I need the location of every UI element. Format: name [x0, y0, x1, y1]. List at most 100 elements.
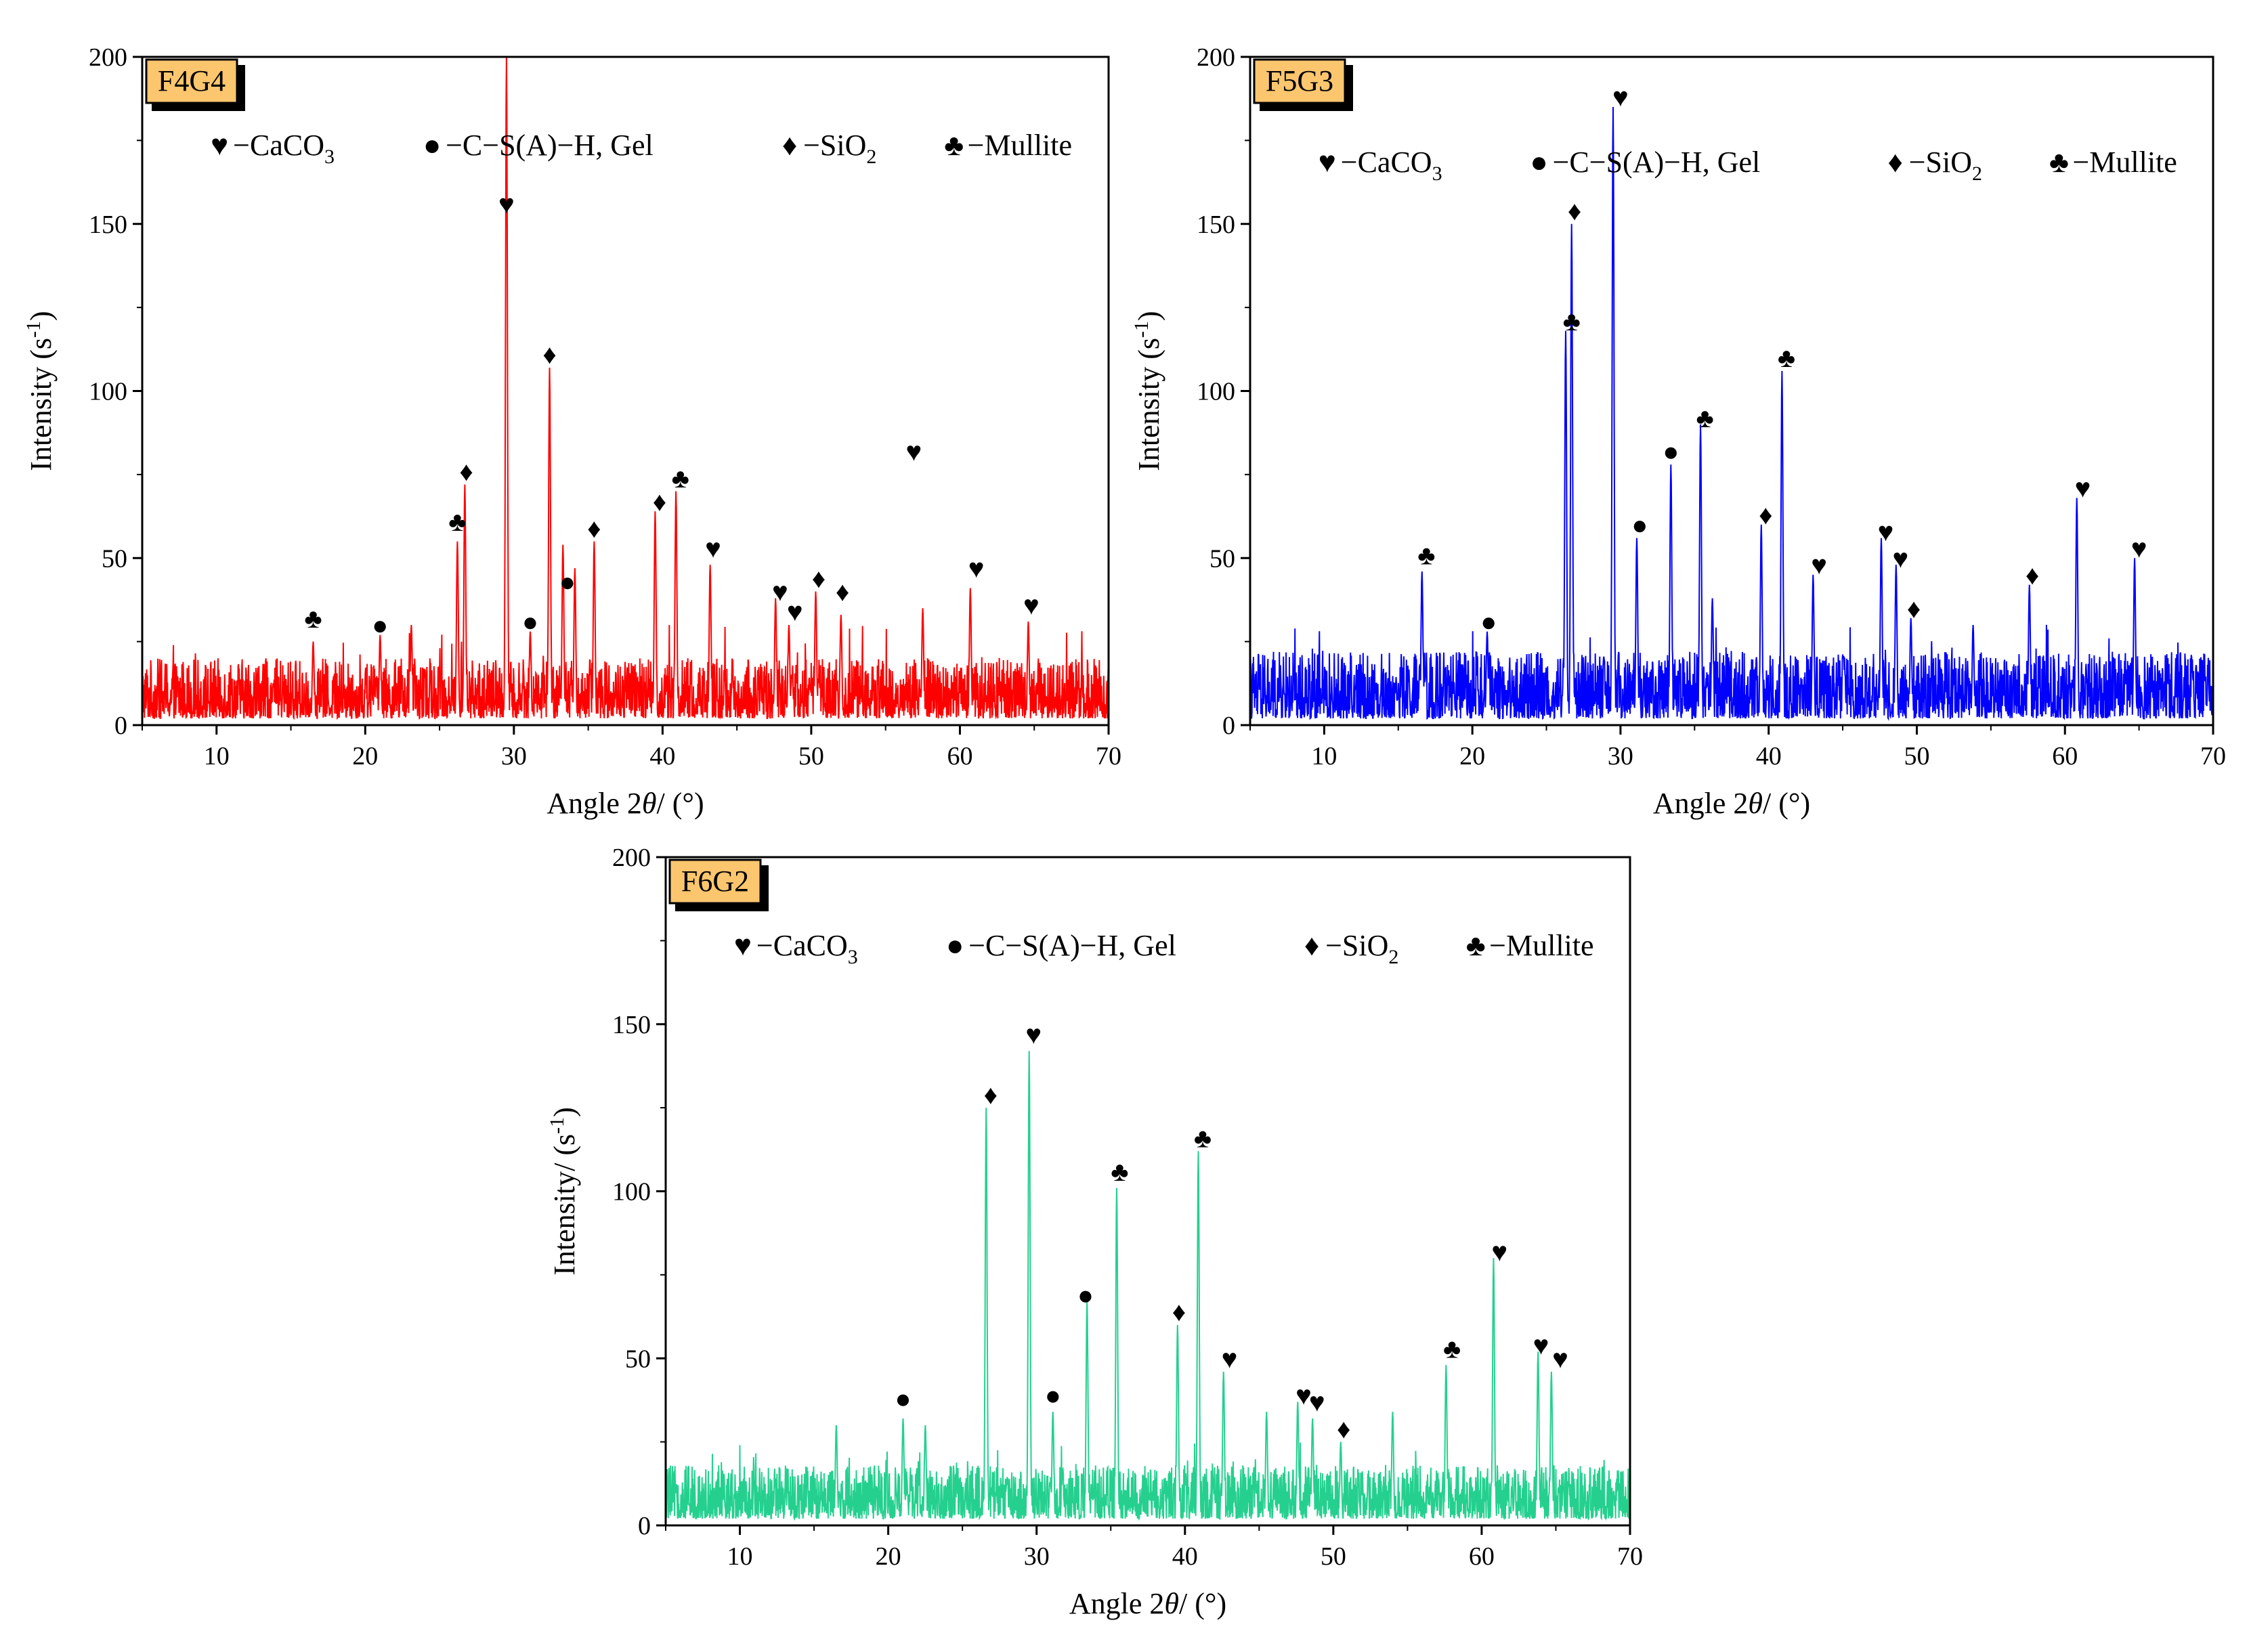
legend-label: −SiO2 [1909, 146, 1982, 185]
panel-tag-label: F6G2 [681, 865, 749, 898]
y-axis-title: Intensity (s-1) [22, 311, 58, 471]
peak-marker: ♥ [1612, 82, 1629, 112]
peak-marker: ♥ [906, 436, 922, 466]
diffraction-series-line [1250, 106, 2213, 721]
peak-marker: ♦ [1568, 196, 1581, 226]
y-axis-title-superscript: -1 [22, 321, 45, 338]
x-tick-label: 40 [1172, 1542, 1198, 1571]
x-tick-label: 30 [501, 742, 527, 770]
x-tick-label: 70 [1617, 1542, 1643, 1571]
peak-marker: ♣ [1696, 403, 1713, 433]
x-tick-label: 10 [1311, 742, 1337, 770]
x-tick-label: 40 [649, 742, 675, 770]
peak-marker: ♦ [812, 563, 826, 594]
y-tick-label: 200 [1197, 43, 1235, 72]
peak-marker: ♦ [542, 339, 556, 370]
peak-marker: ♦ [587, 513, 601, 544]
legend-entry: ♦ −SiO2 [1304, 929, 1399, 968]
peak-marker: ♣ [304, 603, 322, 634]
peak-marker: ♥ [2131, 533, 2147, 563]
x-axis-title: Angle 2θ/ (°) [547, 787, 704, 820]
legend-entry: ♣ −Mullite [2049, 146, 2177, 179]
legend-label: −Mullite [968, 129, 1072, 162]
peak-marker: ● [559, 567, 576, 597]
peak-marker: ♥ [1222, 1343, 1238, 1374]
x-axis-title-suffix: / (°) [1179, 1587, 1226, 1620]
legend-label-subscript: 3 [1432, 162, 1442, 185]
legend-symbol: ● [423, 129, 442, 162]
y-axis-title: Intensity/ (s-1) [546, 1107, 581, 1276]
legend-label: −CaCO3 [1341, 146, 1442, 185]
peak-marker: ♣ [1194, 1123, 1212, 1154]
x-tick-label: 60 [947, 742, 972, 770]
y-tick-label: 50 [1209, 544, 1235, 573]
peak-marker: ♥ [772, 577, 788, 607]
legend-symbol: ♦ [1304, 929, 1319, 962]
peak-marker: ● [1631, 510, 1648, 540]
peak-marker: ♦ [2026, 560, 2039, 590]
x-tick-label: 50 [1904, 742, 1929, 770]
y-tick-label: 150 [1197, 211, 1235, 239]
y-axis-title-close: ) [1132, 311, 1165, 321]
legend-label: −C−S(A)−H, Gel [446, 129, 654, 162]
peak-marker: ♥ [787, 596, 803, 627]
x-axis-title-theta: θ [642, 787, 657, 820]
legend-label: −SiO2 [803, 129, 876, 168]
legend-label-subscript: 3 [848, 946, 858, 968]
x-tick-label: 20 [876, 1542, 901, 1571]
x-tick-label: 60 [2052, 742, 2078, 770]
legend-entry: ● −C−S(A)−H, Gel [423, 129, 654, 162]
legend-label-subscript: 2 [1972, 162, 1982, 185]
chart-panel-f4g4: 10 20 30 40 50 60 70 0 50 100 150 200 Angle 2θ/ (°) I… [22, 43, 1121, 820]
y-axis-title-close: ) [548, 1107, 581, 1117]
peak-marker: ♥ [498, 189, 515, 219]
x-axis-title: Angle 2θ/ (°) [1653, 787, 1810, 820]
x-axis-title-theta: θ [1748, 787, 1763, 820]
peak-marker: ♣ [672, 463, 689, 494]
legend-label-subscript: 2 [866, 146, 876, 168]
peak-marker: ♥ [1491, 1236, 1507, 1267]
y-axis-title-superscript: -1 [546, 1117, 568, 1134]
legend-label: −CaCO3 [233, 129, 335, 168]
x-axis-title-prefix: Angle 2 [1069, 1587, 1165, 1620]
peak-marker: ♥ [1533, 1330, 1549, 1361]
legend-symbol: ♦ [1888, 146, 1903, 179]
x-axis-title-prefix: Angle 2 [547, 787, 642, 820]
peak-marker: ● [1480, 607, 1497, 637]
x-tick-label: 50 [798, 742, 824, 770]
legend-symbol: ♣ [2049, 146, 2069, 179]
legend-entry: ● −C−S(A)−H, Gel [946, 929, 1176, 962]
legend-symbol: ♥ [734, 929, 752, 962]
legend-entry: ♦ −SiO2 [782, 129, 877, 168]
y-tick-label: 100 [612, 1178, 651, 1207]
peak-marker: ♥ [1878, 517, 1894, 547]
legend-label-subscript: 3 [324, 146, 335, 168]
peak-marker: ♦ [1172, 1297, 1186, 1327]
x-tick-label: 10 [204, 742, 230, 770]
y-axis-title-main: Intensity (s [24, 338, 58, 471]
peak-marker: ♥ [1552, 1343, 1568, 1374]
x-axis-title-suffix: / (°) [1763, 787, 1810, 820]
legend-entry: ● −C−S(A)−H, Gel [1530, 146, 1760, 179]
legend-entry: ♥ −CaCO3 [1319, 146, 1442, 185]
panel-tag: F4G4 [145, 58, 245, 111]
legend-entry: ♥ −CaCO3 [211, 129, 335, 168]
peak-marker: ♦ [653, 486, 666, 517]
y-tick-label: 0 [638, 1512, 651, 1540]
legend-entry: ♦ −SiO2 [1888, 146, 1983, 185]
legend-symbol: ♥ [1319, 146, 1336, 179]
legend-label-subscript: 2 [1388, 946, 1398, 968]
x-tick-label: 10 [727, 1542, 753, 1571]
x-axis-title: Angle 2θ/ (°) [1069, 1587, 1226, 1620]
chart-panel-f5g3: 10 20 30 40 50 60 70 0 50 100 150 200 Angle 2θ/ (°) I… [1130, 43, 2226, 820]
x-tick-label: 60 [1469, 1542, 1495, 1571]
legend-entry: ♣ −Mullite [1466, 929, 1594, 962]
y-tick-label: 100 [89, 378, 127, 406]
x-tick-label: 30 [1024, 1542, 1050, 1571]
peak-marker: ♥ [1025, 1020, 1042, 1050]
y-axis-title-main: Intensity/ (s [548, 1134, 581, 1276]
y-tick-label: 200 [89, 43, 127, 72]
diffraction-series-line [142, 57, 1109, 720]
